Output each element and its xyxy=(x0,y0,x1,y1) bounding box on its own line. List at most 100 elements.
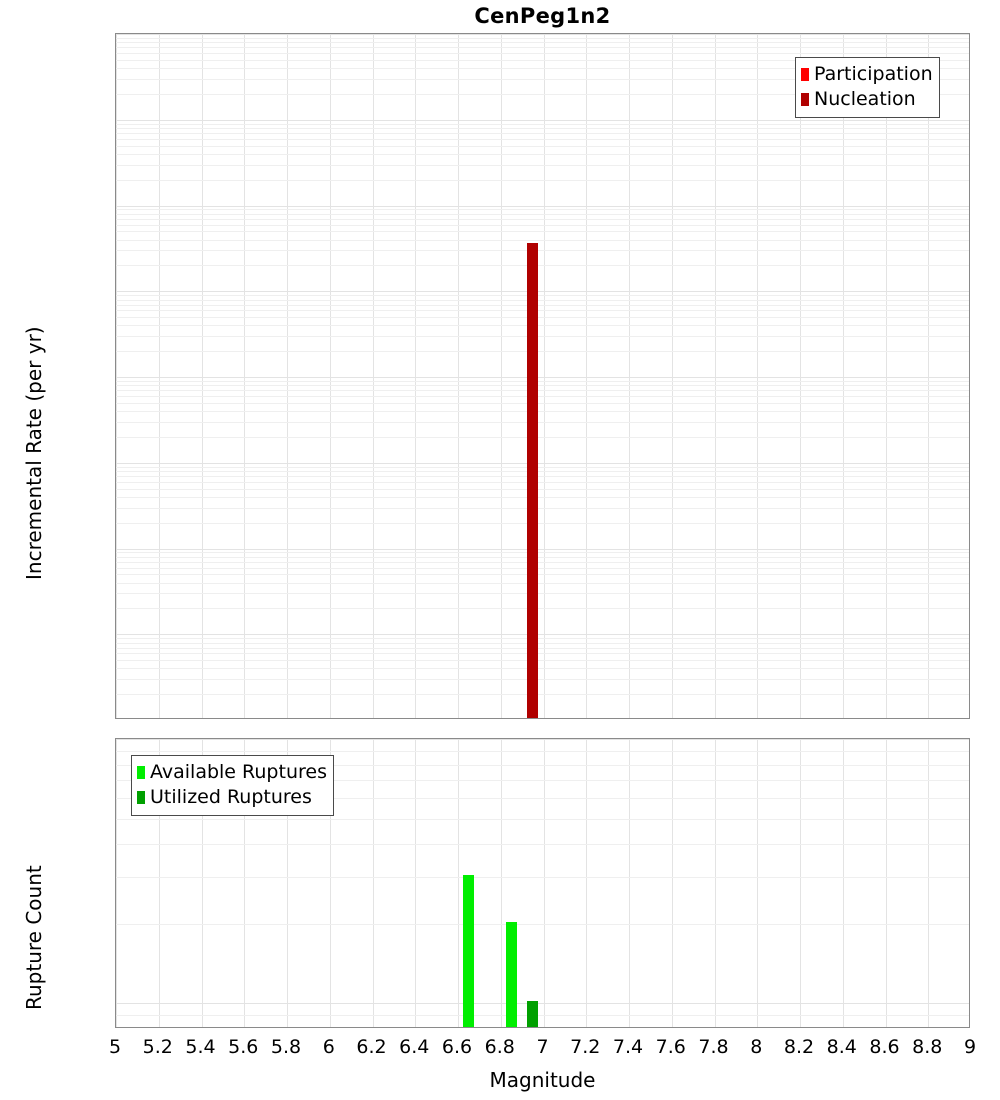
x-tick-label: 7.2 xyxy=(570,1036,601,1058)
x-tick-label: 5.2 xyxy=(142,1036,173,1058)
x-axis-label-magnitude: Magnitude xyxy=(489,1068,596,1092)
gridline-vertical xyxy=(671,34,673,718)
gridline-vertical xyxy=(714,34,716,718)
gridline-vertical xyxy=(928,739,930,1027)
x-tick-label: 6 xyxy=(322,1036,335,1058)
legend-entry[interactable]: Participation xyxy=(801,62,933,87)
gridline-horizontal-minor xyxy=(116,304,969,306)
gridline-horizontal-minor xyxy=(116,53,969,55)
gridline-horizontal-minor xyxy=(116,218,969,220)
legend-rupture-count: Available Ruptures Utilized Ruptures xyxy=(131,755,334,816)
gridline-horizontal-major xyxy=(116,291,969,293)
gridline-vertical xyxy=(415,34,417,718)
gridline-horizontal-minor xyxy=(116,78,969,80)
gridline-horizontal-minor xyxy=(116,250,969,252)
gridline-vertical xyxy=(458,34,459,718)
gridline-horizontal-major xyxy=(116,119,969,121)
legend-label: Available Ruptures xyxy=(150,761,327,783)
gridlines-bottom xyxy=(116,739,969,1027)
gridline-vertical xyxy=(458,739,459,1027)
gridline-vertical xyxy=(543,739,545,1027)
gridline-horizontal-minor xyxy=(116,779,969,781)
gridline-horizontal-minor xyxy=(116,574,969,576)
legend-entry[interactable]: Nucleation xyxy=(801,87,933,112)
gridline-horizontal-minor xyxy=(116,396,969,398)
gridline-vertical xyxy=(757,34,759,718)
x-tick-label: 8.4 xyxy=(826,1036,857,1058)
gridline-horizontal-minor xyxy=(116,390,969,392)
gridline-horizontal-minor xyxy=(116,1015,969,1017)
page-title: CenPeg1n2 xyxy=(474,4,611,28)
gridline-horizontal-major xyxy=(116,548,969,550)
bar-series-top xyxy=(116,34,969,718)
x-tick-label: 8.6 xyxy=(869,1036,900,1058)
gridline-vertical xyxy=(586,34,588,718)
legend-swatch-icon xyxy=(801,68,809,81)
gridline-horizontal-minor xyxy=(116,496,969,498)
gridline-horizontal-minor xyxy=(116,556,969,558)
legend-swatch-icon xyxy=(137,791,145,804)
gridline-horizontal-major xyxy=(116,205,969,207)
gridline-horizontal-minor xyxy=(116,660,969,662)
legend-entry[interactable]: Available Ruptures xyxy=(137,760,327,785)
gridline-horizontal-minor xyxy=(116,488,969,490)
gridline-vertical xyxy=(885,739,887,1027)
legend-entry[interactable]: Utilized Ruptures xyxy=(137,785,327,810)
gridline-horizontal-minor xyxy=(116,128,969,130)
gridline-horizontal-minor xyxy=(116,877,969,879)
gridline-horizontal-minor xyxy=(116,42,969,44)
gridline-vertical xyxy=(500,739,502,1027)
legend-label: Nucleation xyxy=(814,88,916,110)
gridline-vertical xyxy=(842,34,844,718)
gridline-horizontal-minor xyxy=(116,213,969,215)
gridline-horizontal-minor xyxy=(116,694,969,696)
gridline-horizontal-minor xyxy=(116,402,969,404)
gridline-horizontal-minor xyxy=(116,797,969,799)
gridline-horizontal-major xyxy=(116,34,969,35)
x-tick-label: 6.8 xyxy=(484,1036,515,1058)
gridline-horizontal-minor xyxy=(116,751,969,753)
gridline-vertical xyxy=(885,34,887,718)
gridline-horizontal-minor xyxy=(116,522,969,524)
gridline-vertical xyxy=(287,34,288,718)
gridline-horizontal-major xyxy=(116,377,969,378)
gridline-vertical xyxy=(629,739,630,1027)
gridline-horizontal-minor xyxy=(116,47,969,49)
gridline-horizontal-minor xyxy=(116,552,969,554)
gridline-horizontal-minor xyxy=(116,336,969,338)
legend-label: Participation xyxy=(814,63,933,85)
legend-label: Utilized Ruptures xyxy=(150,786,312,808)
gridline-vertical xyxy=(329,739,331,1027)
gridline-vertical xyxy=(800,34,801,718)
x-tick-label: 5.6 xyxy=(228,1036,259,1058)
gridline-horizontal-minor xyxy=(116,179,969,181)
gridline-horizontal-minor xyxy=(116,638,969,640)
gridline-horizontal-minor xyxy=(116,265,969,267)
gridline-horizontal-minor xyxy=(116,764,969,766)
gridline-horizontal-minor xyxy=(116,37,969,39)
bar-utilized-ruptures xyxy=(527,1001,539,1027)
gridline-vertical xyxy=(800,739,801,1027)
gridline-vertical xyxy=(928,34,930,718)
gridline-horizontal-minor xyxy=(116,153,969,155)
gridline-horizontal-minor xyxy=(116,164,969,166)
gridline-horizontal-minor xyxy=(116,209,969,211)
gridline-horizontal-minor xyxy=(116,507,969,509)
bar-available-ruptures xyxy=(506,921,517,1027)
x-tick-label: 6.6 xyxy=(441,1036,473,1058)
x-tick-label: 7.8 xyxy=(698,1036,729,1058)
gridline-vertical xyxy=(329,34,331,718)
gridline-vertical xyxy=(842,739,844,1027)
gridline-vertical xyxy=(158,739,160,1027)
gridline-horizontal-minor xyxy=(116,561,969,563)
gridline-horizontal-minor xyxy=(116,295,969,297)
gridline-vertical xyxy=(116,34,117,718)
gridline-horizontal-minor xyxy=(116,653,969,655)
x-tick-label: 7 xyxy=(536,1036,549,1058)
gridline-horizontal-minor xyxy=(116,411,969,413)
gridline-horizontal-minor xyxy=(116,818,969,820)
gridline-horizontal-minor xyxy=(116,476,969,478)
bar-nucleation xyxy=(527,242,539,718)
gridline-horizontal-minor xyxy=(116,380,969,382)
